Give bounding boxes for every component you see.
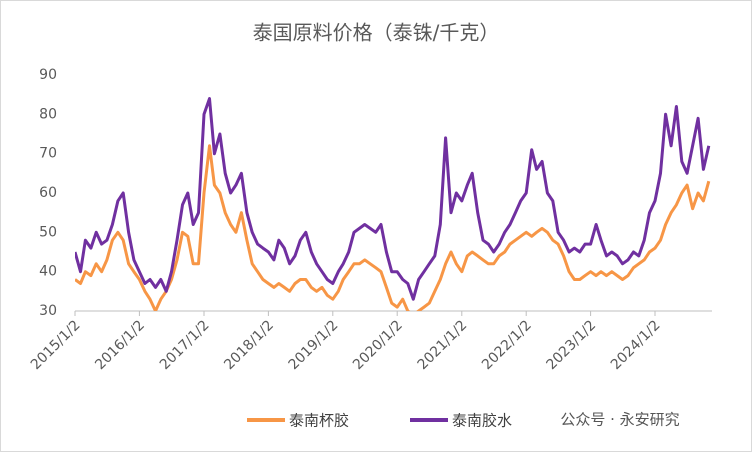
series-line: [75, 144, 711, 311]
watermark: 公众号 · 永安研究: [560, 411, 679, 429]
y-tick-label: 40: [39, 264, 57, 280]
legend-label: 泰南杯胶: [289, 412, 349, 430]
chart-title: 泰国原料价格（泰铢/千克）: [253, 21, 500, 45]
y-tick-label: 60: [39, 185, 57, 201]
series-line: [75, 97, 711, 301]
legend-label: 泰南胶水: [452, 412, 512, 430]
y-tick-label: 70: [39, 146, 57, 162]
y-tick-label: 90: [39, 67, 57, 83]
y-tick-label: 30: [39, 303, 57, 319]
y-tick-label: 80: [39, 106, 57, 122]
y-tick-label: 50: [39, 224, 57, 240]
